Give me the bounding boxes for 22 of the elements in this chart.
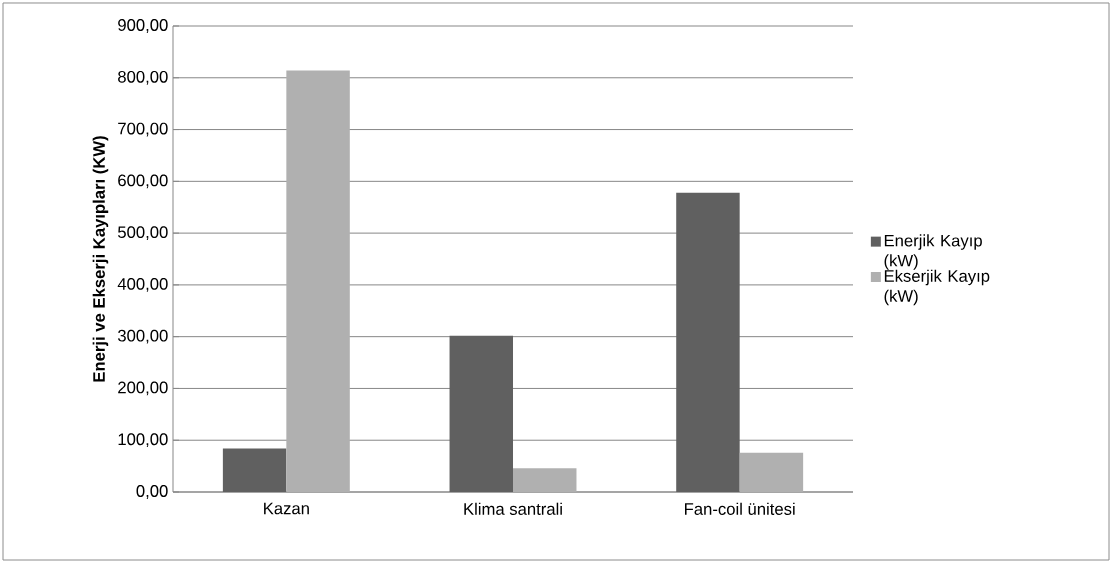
bar — [513, 468, 577, 492]
y-tick-label: 300,00 — [117, 329, 168, 344]
y-tick-label: 800,00 — [118, 70, 168, 85]
y-tick-label: 0,00 — [136, 485, 168, 499]
y-tick-label: 400,00 — [117, 278, 168, 292]
legend-label: Ekserjik Kayıp (kW) — [884, 269, 990, 306]
bar — [676, 192, 740, 492]
bar — [739, 452, 804, 492]
y-tick-label: 500,00 — [118, 226, 168, 240]
x-tick-label: Kazan — [264, 502, 309, 515]
bar — [449, 335, 514, 492]
bar — [222, 448, 287, 492]
bar — [286, 70, 350, 492]
y-tick-label: 700,00 — [118, 122, 168, 137]
legend-label: Enerjik Kayıp (kW) — [884, 234, 982, 270]
y-tick-label: 600,00 — [118, 174, 168, 189]
y-axis-title: Enerji ve Ekserji Kayıpları (KW) — [92, 136, 109, 382]
y-tick-label: 200,00 — [118, 381, 168, 396]
x-tick-label: Fan-coil ünitesi — [685, 502, 795, 515]
y-tick-label: 100,00 — [118, 433, 168, 448]
x-tick-label: Klima santrali — [464, 502, 562, 515]
y-tick-label: 900,00 — [118, 19, 168, 33]
